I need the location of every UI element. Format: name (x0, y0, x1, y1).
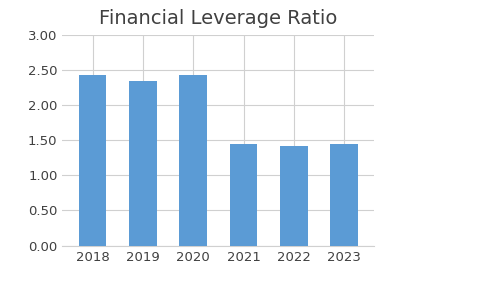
Bar (129, 81, 157, 246)
Title: Financial Leverage Ratio: Financial Leverage Ratio (99, 9, 337, 27)
Bar (79, 75, 107, 246)
Bar (230, 144, 257, 246)
Bar (280, 146, 308, 246)
Bar (180, 75, 207, 246)
Bar (330, 144, 358, 246)
